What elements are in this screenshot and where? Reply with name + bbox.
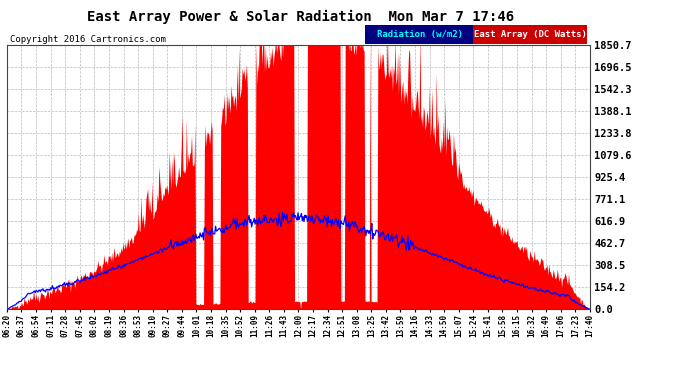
Text: Copyright 2016 Cartronics.com: Copyright 2016 Cartronics.com	[10, 34, 166, 44]
Text: East Array Power & Solar Radiation  Mon Mar 7 17:46: East Array Power & Solar Radiation Mon M…	[86, 9, 514, 24]
Text: Radiation (w/m2): Radiation (w/m2)	[377, 30, 463, 39]
FancyBboxPatch shape	[473, 25, 587, 44]
Text: East Array (DC Watts): East Array (DC Watts)	[474, 30, 587, 39]
FancyBboxPatch shape	[366, 25, 473, 44]
